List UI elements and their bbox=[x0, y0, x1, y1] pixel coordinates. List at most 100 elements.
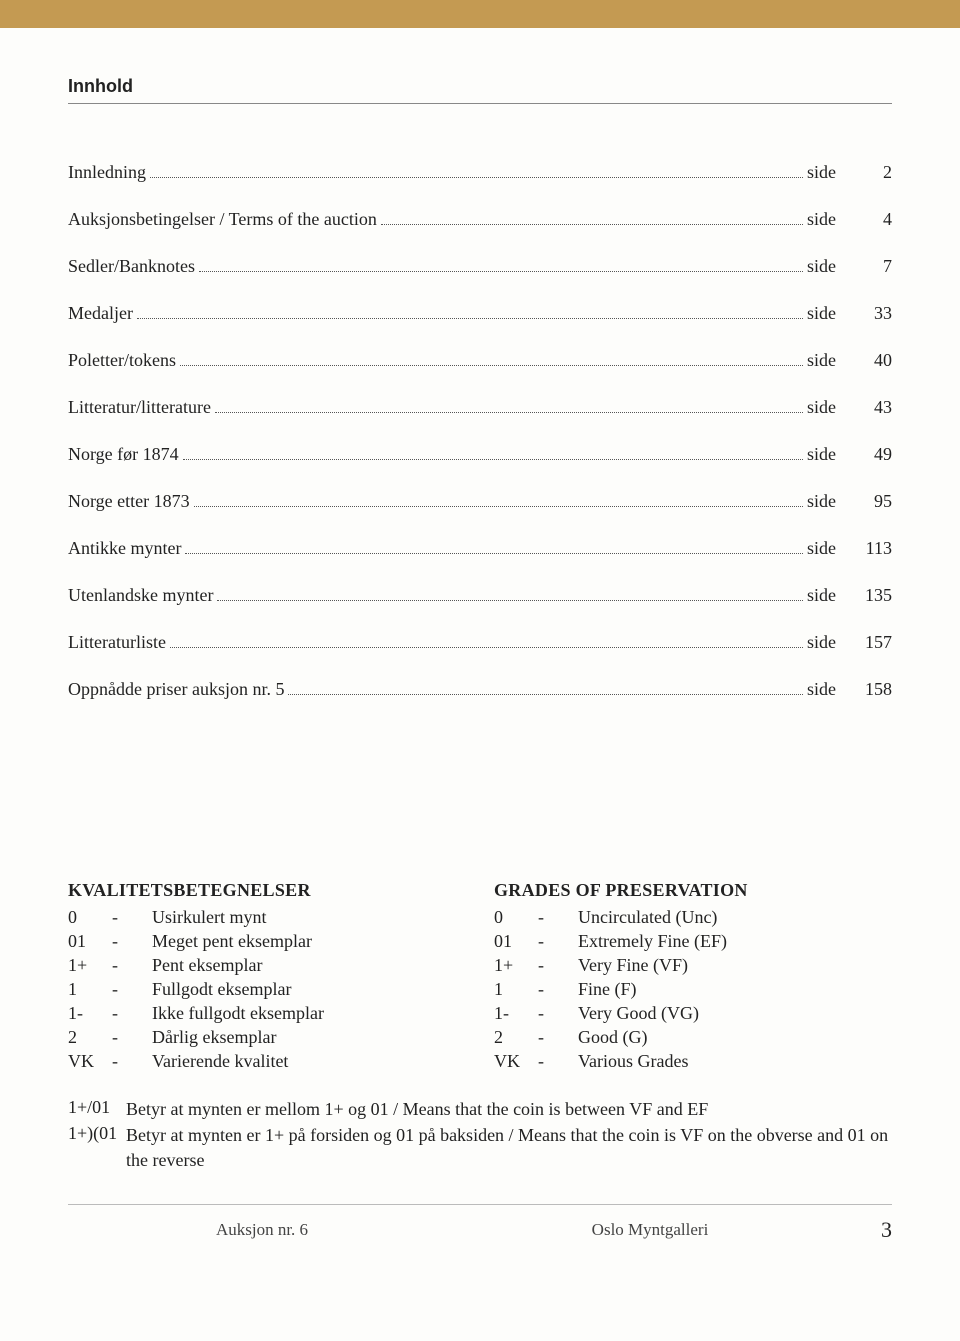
toc-label: Auksjonsbetingelser / Terms of the aucti… bbox=[68, 209, 377, 230]
toc-leader-dots bbox=[199, 271, 803, 272]
grade-row: 01-Extremely Fine (EF) bbox=[494, 931, 892, 952]
toc-leader-dots bbox=[217, 600, 803, 601]
grade-row: 1+-Very Fine (VF) bbox=[494, 955, 892, 976]
toc-page-number: 95 bbox=[836, 491, 892, 512]
grades-section: KVALITETSBETEGNELSER 0-Usirkulert mynt01… bbox=[68, 880, 892, 1075]
top-bar bbox=[0, 0, 960, 28]
grade-code: 01 bbox=[68, 931, 112, 952]
toc-label: Poletter/tokens bbox=[68, 350, 176, 371]
note-key: 1+)(01 bbox=[68, 1123, 126, 1172]
grade-code: 2 bbox=[494, 1027, 538, 1048]
grade-dash: - bbox=[538, 1027, 578, 1048]
toc-row: Litteraturlisteside157 bbox=[68, 632, 892, 653]
grade-dash: - bbox=[538, 955, 578, 976]
grade-description: Varierende kvalitet bbox=[152, 1051, 466, 1072]
toc-label-wrap: Litteratur/litteratureside bbox=[68, 397, 836, 418]
grade-row: 1--Very Good (VG) bbox=[494, 1003, 892, 1024]
toc-side-label: side bbox=[807, 491, 836, 512]
grade-dash: - bbox=[112, 1003, 152, 1024]
toc-label: Norge før 1874 bbox=[68, 444, 179, 465]
toc-label: Oppnådde priser auksjon nr. 5 bbox=[68, 679, 284, 700]
table-of-contents: Innledningside2Auksjonsbetingelser / Ter… bbox=[68, 162, 892, 700]
toc-label: Litteraturliste bbox=[68, 632, 166, 653]
grade-row: 2-Dårlig eksemplar bbox=[68, 1027, 466, 1048]
toc-page-number: 135 bbox=[836, 585, 892, 606]
toc-row: Utenlandske mynter side135 bbox=[68, 585, 892, 606]
toc-page-number: 157 bbox=[836, 632, 892, 653]
toc-page-number: 33 bbox=[836, 303, 892, 324]
grade-description: Very Fine (VF) bbox=[578, 955, 892, 976]
footer-left: Auksjon nr. 6 bbox=[68, 1220, 456, 1240]
toc-leader-dots bbox=[170, 647, 803, 648]
grade-dash: - bbox=[112, 979, 152, 1000]
note-key: 1+/01 bbox=[68, 1097, 126, 1121]
toc-label-wrap: Sedler/Banknotesside bbox=[68, 256, 836, 277]
grade-code: 0 bbox=[494, 907, 538, 928]
grade-row: 1+-Pent eksemplar bbox=[68, 955, 466, 976]
toc-page-number: 2 bbox=[836, 162, 892, 183]
grade-row: 1-Fine (F) bbox=[494, 979, 892, 1000]
page-container: Innhold Innledningside2Auksjonsbetingels… bbox=[0, 28, 960, 1205]
grade-dash: - bbox=[112, 1051, 152, 1072]
grade-code: 1+ bbox=[494, 955, 538, 976]
toc-label: Medaljer bbox=[68, 303, 133, 324]
toc-page-number: 158 bbox=[836, 679, 892, 700]
footer-right: Oslo Myntgalleri bbox=[456, 1220, 844, 1240]
grade-row: 01-Meget pent eksemplar bbox=[68, 931, 466, 952]
toc-label: Innledning bbox=[68, 162, 146, 183]
toc-label-wrap: Auksjonsbetingelser / Terms of the aucti… bbox=[68, 209, 836, 230]
toc-row: Auksjonsbetingelser / Terms of the aucti… bbox=[68, 209, 892, 230]
grades-left-heading: KVALITETSBETEGNELSER bbox=[68, 880, 466, 901]
toc-page-number: 43 bbox=[836, 397, 892, 418]
toc-row: Poletter/tokens side40 bbox=[68, 350, 892, 371]
grade-dash: - bbox=[538, 907, 578, 928]
grade-notes: 1+/01Betyr at mynten er mellom 1+ og 01 … bbox=[68, 1097, 892, 1172]
grade-description: Meget pent eksemplar bbox=[152, 931, 466, 952]
toc-row: Innledning side2 bbox=[68, 162, 892, 183]
toc-page-number: 113 bbox=[836, 538, 892, 559]
toc-label-wrap: Medaljerside bbox=[68, 303, 836, 324]
toc-leader-dots bbox=[183, 459, 803, 460]
grade-code: 0 bbox=[68, 907, 112, 928]
toc-side-label: side bbox=[807, 538, 836, 559]
toc-leader-dots bbox=[137, 318, 803, 319]
grade-dash: - bbox=[538, 1051, 578, 1072]
grade-dash: - bbox=[112, 1027, 152, 1048]
grade-description: Dårlig eksemplar bbox=[152, 1027, 466, 1048]
grade-description: Good (G) bbox=[578, 1027, 892, 1048]
note-text: Betyr at mynten er mellom 1+ og 01 / Mea… bbox=[126, 1097, 892, 1121]
grade-description: Uncirculated (Unc) bbox=[578, 907, 892, 928]
grade-description: Fullgodt eksemplar bbox=[152, 979, 466, 1000]
toc-row: Sedler/Banknotesside7 bbox=[68, 256, 892, 277]
toc-label-wrap: Oppnådde priser auksjon nr. 5side bbox=[68, 679, 836, 700]
grades-right-heading: GRADES OF PRESERVATION bbox=[494, 880, 892, 901]
toc-label: Antikke mynter bbox=[68, 538, 181, 559]
grade-dash: - bbox=[112, 955, 152, 976]
toc-side-label: side bbox=[807, 209, 836, 230]
grade-description: Fine (F) bbox=[578, 979, 892, 1000]
toc-side-label: side bbox=[807, 162, 836, 183]
grade-dash: - bbox=[112, 931, 152, 952]
toc-label: Sedler/Banknotes bbox=[68, 256, 195, 277]
toc-side-label: side bbox=[807, 585, 836, 606]
grade-description: Pent eksemplar bbox=[152, 955, 466, 976]
section-heading: Innhold bbox=[68, 76, 892, 104]
grade-description: Extremely Fine (EF) bbox=[578, 931, 892, 952]
grade-code: VK bbox=[68, 1051, 112, 1072]
toc-page-number: 40 bbox=[836, 350, 892, 371]
grade-code: 1- bbox=[68, 1003, 112, 1024]
toc-leader-dots bbox=[215, 412, 803, 413]
toc-side-label: side bbox=[807, 350, 836, 371]
grade-code: 1 bbox=[494, 979, 538, 1000]
toc-row: Oppnådde priser auksjon nr. 5side158 bbox=[68, 679, 892, 700]
toc-label-wrap: Antikke mynter side bbox=[68, 538, 836, 559]
grade-dash: - bbox=[538, 979, 578, 1000]
toc-page-number: 4 bbox=[836, 209, 892, 230]
toc-row: Litteratur/litteratureside43 bbox=[68, 397, 892, 418]
toc-label: Utenlandske mynter bbox=[68, 585, 213, 606]
toc-row: Norge etter 1873 side95 bbox=[68, 491, 892, 512]
toc-row: Antikke mynter side113 bbox=[68, 538, 892, 559]
grade-code: 1+ bbox=[68, 955, 112, 976]
toc-label: Norge etter 1873 bbox=[68, 491, 190, 512]
grade-description: Various Grades bbox=[578, 1051, 892, 1072]
